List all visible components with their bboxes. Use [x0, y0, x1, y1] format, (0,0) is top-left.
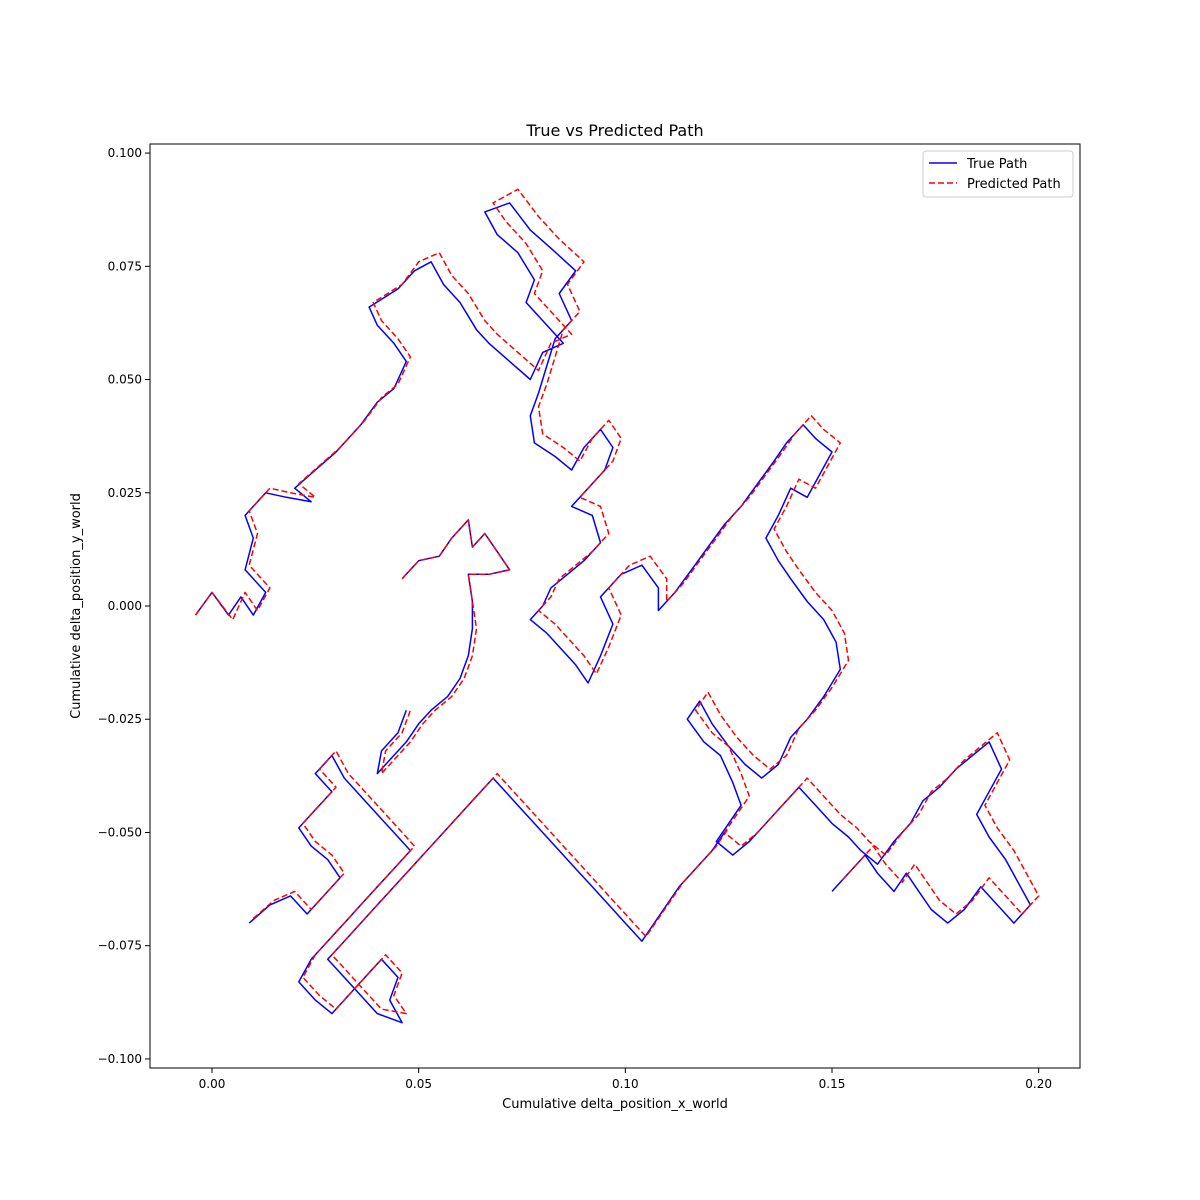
y-tick-label: 0.000 [108, 599, 142, 613]
y-tick-label: 0.100 [108, 146, 142, 160]
x-axis-label: Cumulative delta_position_x_world [502, 1097, 728, 1112]
y-tick-label: 0.050 [108, 373, 142, 387]
y-tick-label: −0.100 [98, 1052, 142, 1066]
series-line-5 [252, 750, 730, 1015]
legend-true-path-label: True Path [966, 157, 1027, 172]
legend: True Path Predicted Path [922, 150, 1074, 198]
y-tick-label: 0.025 [108, 486, 142, 500]
x-tick-label: 0.10 [612, 1077, 639, 1091]
legend-predicted-path-label: Predicted Path [967, 177, 1061, 192]
x-tick-label: 0.05 [405, 1077, 432, 1091]
x-tick-label: 0.00 [199, 1077, 226, 1091]
series-line-3 [380, 519, 511, 775]
x-axis: 0.00 0.05 0.10 0.15 0.20 [199, 1068, 1052, 1091]
y-tick-label: −0.025 [98, 712, 142, 726]
y-axis-label: Cumulative delta_position_y_world [69, 493, 84, 719]
x-tick-label: 0.20 [1025, 1077, 1052, 1091]
x-tick-label: 0.15 [819, 1077, 846, 1091]
y-tick-label: 0.075 [108, 259, 142, 273]
y-tick-label: −0.075 [98, 939, 142, 953]
y-tick-label: −0.050 [98, 825, 142, 839]
series-line-1 [194, 188, 1040, 915]
series-line-4 [248, 754, 726, 1024]
series-layer [194, 188, 1040, 1024]
legend-frame [922, 150, 1074, 198]
series-line-2 [376, 519, 511, 775]
chart-title: True vs Predicted Path [525, 121, 703, 140]
y-axis: −0.100 −0.075 −0.050 −0.025 0.000 0.025 0.050 0… [98, 146, 150, 1066]
